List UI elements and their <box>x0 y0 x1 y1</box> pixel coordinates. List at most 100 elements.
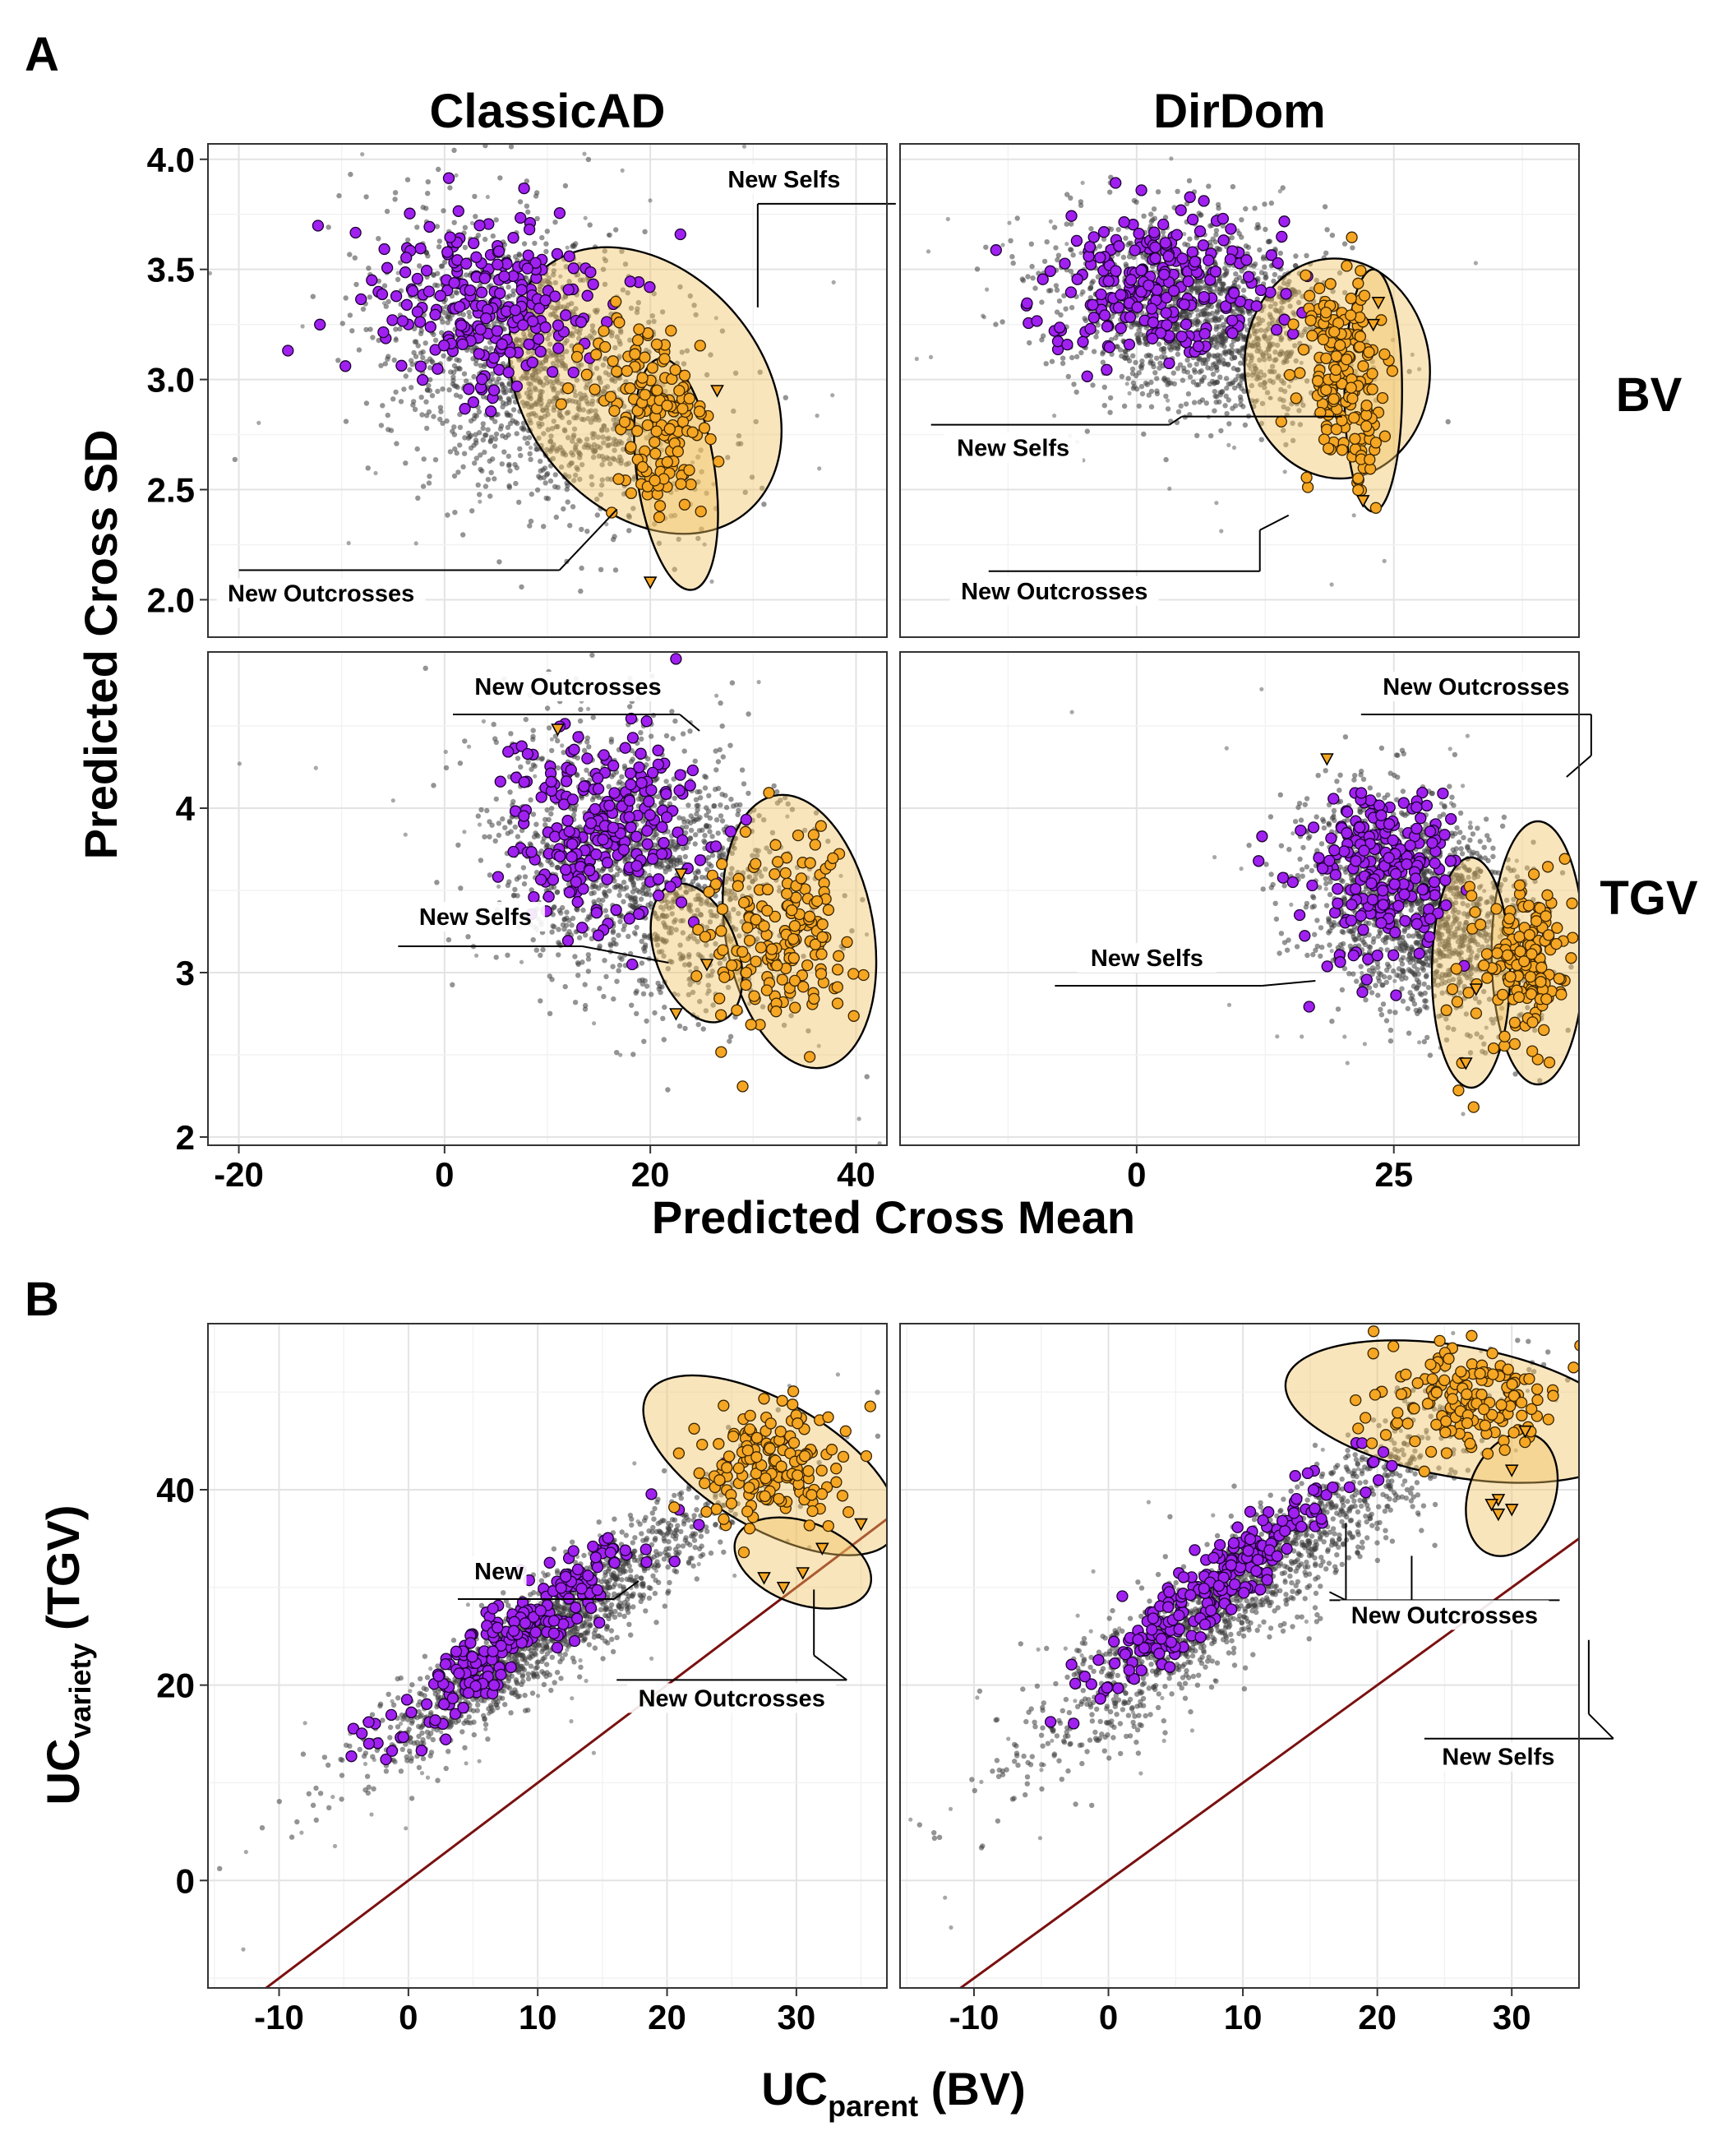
parent-point <box>339 360 352 372</box>
candidate-point <box>734 969 741 975</box>
candidate-point <box>1154 391 1161 397</box>
candidate-point <box>528 456 533 462</box>
candidate-point <box>482 483 489 489</box>
candidate-point <box>634 1010 639 1017</box>
candidate-point <box>612 344 618 351</box>
parent-point <box>414 360 427 372</box>
candidate-point <box>427 365 433 371</box>
parent-point <box>1148 226 1161 238</box>
candidate-point <box>1008 238 1013 243</box>
candidate-point <box>1258 420 1265 427</box>
candidate-point <box>1242 422 1249 428</box>
callout-leader <box>1169 415 1183 426</box>
outcross-point <box>649 447 662 460</box>
candidate-point <box>1064 192 1070 197</box>
outcross-point <box>629 348 641 360</box>
parent-point <box>434 289 446 302</box>
parent-point <box>1095 288 1107 301</box>
candidate-point <box>1262 201 1267 207</box>
parent-point <box>441 246 454 258</box>
candidate-point <box>550 360 556 367</box>
candidate-point <box>760 485 765 491</box>
candidate-point <box>1208 366 1215 372</box>
candidate-point <box>1291 312 1298 317</box>
outcross-point <box>1311 375 1324 387</box>
candidate-point <box>497 175 503 181</box>
parent-point <box>1083 241 1097 253</box>
parent-point <box>581 289 593 302</box>
candidate-point <box>813 810 820 816</box>
candidate-point <box>719 723 725 729</box>
candidate-point <box>1263 328 1269 334</box>
candidate-point <box>761 502 767 507</box>
parent-point <box>547 366 559 378</box>
candidate-point <box>381 301 387 306</box>
candidate-point <box>518 452 524 459</box>
candidate-point <box>756 812 762 819</box>
candidate-point <box>706 988 712 994</box>
candidate-point <box>1080 180 1085 185</box>
candidate-point <box>1207 223 1213 229</box>
candidate-point <box>1263 349 1269 356</box>
candidate-point <box>547 312 554 317</box>
outcross-point <box>1345 309 1357 321</box>
candidate-point <box>757 369 763 375</box>
candidate-point <box>602 958 607 964</box>
parent-point <box>400 252 413 264</box>
candidate-point <box>1275 375 1281 381</box>
parent-point <box>1103 341 1116 354</box>
candidate-point <box>1252 343 1258 349</box>
candidate-point <box>583 932 589 938</box>
candidate-point <box>1292 343 1298 349</box>
candidate-point <box>538 392 543 399</box>
candidate-point <box>376 236 381 242</box>
candidate-point <box>1167 486 1172 492</box>
outcross-point <box>704 432 717 446</box>
candidate-point <box>577 476 583 483</box>
candidate-point <box>1224 410 1230 417</box>
candidate-point <box>626 528 632 534</box>
candidate-point <box>479 468 485 474</box>
candidate-point <box>671 839 676 844</box>
candidate-point <box>1221 321 1226 328</box>
candidate-point <box>127 354 132 358</box>
outcross-point <box>1341 260 1353 272</box>
candidate-point <box>1201 374 1207 380</box>
candidate-point <box>1088 226 1094 232</box>
outcross-point <box>1378 430 1392 442</box>
candidate-point <box>1097 243 1103 249</box>
candidate-point <box>1148 358 1154 364</box>
candidate-point <box>546 275 552 281</box>
parent-point <box>1101 363 1113 376</box>
candidate-point <box>1049 358 1055 364</box>
candidate-point <box>1148 388 1155 395</box>
candidate-point <box>532 240 538 247</box>
candidate-point <box>561 506 566 512</box>
candidate-point <box>1168 380 1174 386</box>
candidate-point <box>1308 325 1314 331</box>
candidate-point <box>601 440 607 446</box>
candidate-point <box>1230 380 1236 386</box>
candidate-point <box>496 559 502 565</box>
candidate-point <box>590 435 596 441</box>
candidate-point <box>441 309 447 316</box>
candidate-point <box>1053 245 1059 251</box>
candidate-point <box>659 309 666 315</box>
candidate-point <box>1141 213 1147 219</box>
candidate-point <box>1229 342 1235 349</box>
candidate-point <box>1445 418 1451 425</box>
candidate-point <box>725 984 732 991</box>
candidate-point <box>551 268 557 274</box>
outcross-point <box>1352 483 1364 497</box>
parent-points <box>990 177 1314 382</box>
candidate-point <box>723 804 730 811</box>
callout-self: New Selfs <box>714 164 896 307</box>
candidate-point <box>1364 339 1369 344</box>
candidate-point <box>580 407 586 413</box>
candidate-point <box>1020 278 1027 284</box>
callout-self: New Selfs <box>930 415 1342 463</box>
candidate-point <box>1087 285 1094 291</box>
candidate-point <box>1417 367 1422 372</box>
candidate-point <box>422 665 428 671</box>
